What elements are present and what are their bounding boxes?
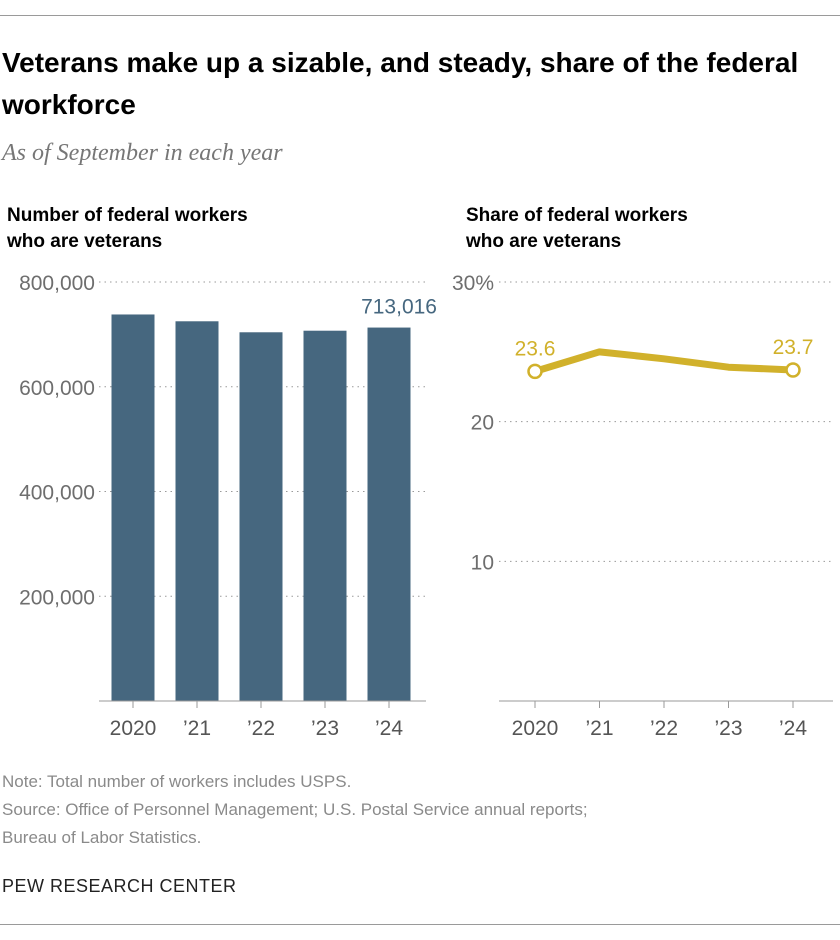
bar-data-label: 713,016 — [361, 296, 437, 319]
line-x-tick-label: ’22 — [650, 717, 678, 740]
line-y-tick-label: 20 — [471, 412, 494, 435]
chart-subtitle: As of September in each year — [2, 140, 283, 166]
line-point-marker — [785, 362, 801, 378]
bar-x-tick-label: ’24 — [375, 717, 403, 740]
bar-y-tick-label: 800,000 — [19, 272, 95, 295]
bar — [175, 321, 219, 701]
brand-label: PEW RESEARCH CENTER — [2, 876, 237, 896]
bar-panel-title-line-2: who are veterans — [7, 231, 163, 252]
line-x-tick-label: ’21 — [585, 717, 613, 740]
line-point-marker — [527, 363, 543, 380]
line-x-tick-label: ’23 — [714, 717, 742, 740]
line-panel-title: Share of federal workers who are veteran… — [466, 203, 688, 255]
line-panel-title-line-1: Share of federal workers — [466, 205, 688, 226]
note-line-1: Note: Total number of workers includes U… — [2, 772, 352, 791]
line-x-tick-label: ’24 — [779, 717, 807, 740]
bar-y-tick-label: 400,000 — [19, 482, 95, 505]
line-series — [531, 348, 797, 375]
line-y-tick-label: 30% — [452, 272, 494, 295]
chart-canvas: 200,000 400,000 600,000 800,000 2020 ’21 ’22 ’2… — [19, 272, 833, 740]
bar-x-tick-label: ’23 — [311, 717, 339, 740]
line-chart: 10 20 30% 2020 ’21 ’22 ’23 ’24 23.6 23.7 — [452, 272, 833, 740]
chart-title: Veterans make up a sizable, and steady, … — [2, 47, 799, 120]
line-data-label: 23.7 — [773, 336, 814, 359]
line-y-tick-label: 10 — [471, 551, 494, 574]
bar — [111, 314, 155, 701]
bar-panel-title: Number of federal workers who are vetera… — [7, 203, 248, 255]
bar — [367, 327, 411, 701]
bar-x-tick-label: ’21 — [183, 717, 211, 740]
bar-y-tick-label: 200,000 — [19, 586, 95, 609]
bar-x-tick-label: ’22 — [247, 717, 275, 740]
bar-chart: 200,000 400,000 600,000 800,000 2020 ’21 ’22 ’2… — [19, 272, 437, 740]
bar — [303, 330, 347, 701]
chart-notes: Note: Total number of workers includes U… — [2, 768, 588, 852]
top-rule — [0, 15, 840, 16]
bar-y-tick-label: 600,000 — [19, 377, 95, 400]
note-line-2: Source: Office of Personnel Management; … — [2, 800, 588, 819]
bar-panel-title-line-1: Number of federal workers — [7, 205, 248, 226]
bottom-rule — [0, 924, 840, 925]
line-data-label: 23.6 — [515, 337, 556, 360]
bar-x-tick-label: 2020 — [110, 717, 157, 740]
line-x-tick-label: 2020 — [512, 717, 559, 740]
note-line-3: Bureau of Labor Statistics. — [2, 828, 202, 847]
bar — [239, 332, 283, 701]
line-panel-title-line-2: who are veterans — [466, 231, 622, 252]
